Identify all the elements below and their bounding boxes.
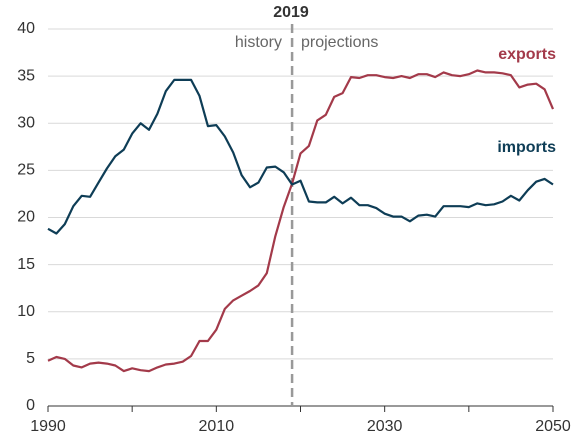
x-tick-label: 1990 <box>30 418 66 435</box>
x-tick-label: 2050 <box>535 418 571 435</box>
projections-label: projections <box>301 34 378 51</box>
series-label: exports <box>498 46 556 63</box>
y-tick-label: 25 <box>17 162 35 179</box>
x-tick-label: 2010 <box>199 418 235 435</box>
y-tick-label: 15 <box>17 256 35 273</box>
y-tick-label: 30 <box>17 114 35 131</box>
divider-label: 2019 <box>273 4 309 21</box>
y-tick-label: 20 <box>17 209 35 226</box>
y-tick-label: 10 <box>17 303 35 320</box>
y-tick-label: 35 <box>17 67 35 84</box>
series-line <box>47 69 555 373</box>
history-label: history <box>235 34 282 51</box>
series-line <box>47 78 554 235</box>
y-tick-label: 40 <box>17 20 35 37</box>
y-tick-label: 5 <box>26 350 35 367</box>
x-tick-label: 2030 <box>367 418 403 435</box>
y-tick-label: 0 <box>26 397 35 414</box>
series-label: imports <box>497 139 556 156</box>
